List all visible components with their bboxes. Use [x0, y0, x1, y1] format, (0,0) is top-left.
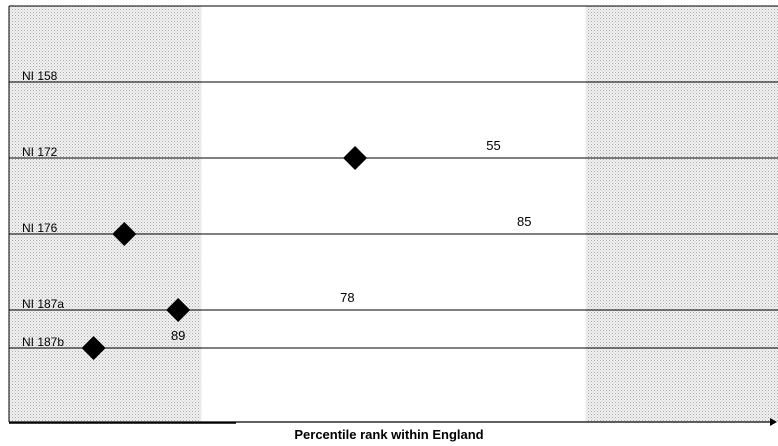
data-label: 78 — [340, 290, 354, 305]
row-label: NI 187a — [22, 297, 64, 311]
shaded-band-2 — [586, 6, 778, 422]
row-label: NI 176 — [22, 221, 58, 235]
row-label: NI 172 — [22, 145, 58, 159]
row-label: NI 158 — [22, 69, 58, 83]
band-layer — [9, 6, 778, 422]
row-label: NI 187b — [22, 335, 64, 349]
data-label: 89 — [171, 328, 185, 343]
x-axis-label: Percentile rank within England — [0, 427, 778, 442]
data-point-diamond — [343, 146, 367, 170]
data-label: 85 — [517, 214, 531, 229]
data-label: 55 — [486, 138, 500, 153]
